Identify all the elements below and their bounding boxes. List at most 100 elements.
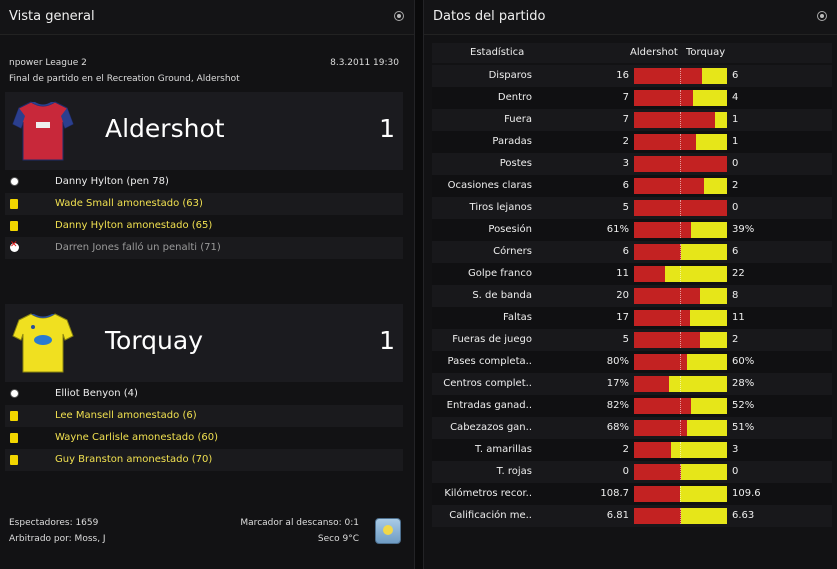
stat-label: Posesión	[488, 224, 532, 235]
stat-row: T. rojas 0 0	[432, 461, 832, 483]
panel-options-icon[interactable]	[817, 11, 827, 21]
home-stat-value: 7	[622, 92, 629, 103]
home-bar-fill	[634, 222, 691, 238]
home-column-header: Aldershot	[630, 47, 678, 58]
goal-ball-icon	[10, 389, 19, 398]
bar-midline	[680, 420, 681, 436]
stat-comparison-bar	[634, 222, 727, 238]
stat-row: Kilómetros recor.. 108.7 109.6	[432, 483, 832, 505]
away-stat-value: 0	[732, 158, 739, 169]
away-kit-icon	[12, 313, 74, 373]
event-text: Danny Hylton (pen 78)	[55, 176, 169, 187]
away-stat-value: 6.63	[732, 510, 755, 521]
panel-options-icon[interactable]	[394, 11, 404, 21]
home-bar-fill	[634, 486, 680, 502]
bar-midline	[680, 486, 681, 502]
bar-midline	[680, 398, 681, 414]
yellow-card-icon	[10, 411, 18, 421]
stat-row: T. amarillas 2 3	[432, 439, 832, 461]
away-team-box[interactable]: Torquay 1	[5, 304, 403, 382]
stat-row: Ocasiones claras 6 2	[432, 175, 832, 197]
stat-comparison-bar	[634, 442, 727, 458]
stat-label: Golpe franco	[467, 268, 532, 279]
away-event-1: Elliot Benyon (4)	[5, 383, 403, 405]
stat-row: Posesión 61% 39%	[432, 219, 832, 241]
home-bar-fill	[634, 442, 671, 458]
stat-label: Postes	[499, 158, 532, 169]
stat-label: T. rojas	[496, 466, 532, 477]
stat-row: Córners 6 6	[432, 241, 832, 263]
weather-text: Seco 9°C	[317, 534, 359, 544]
stat-label: Dentro	[497, 92, 532, 103]
home-stat-value: 3	[622, 158, 629, 169]
stats-table-header: Estadística Aldershot Torquay	[432, 43, 832, 63]
away-stat-value: 0	[732, 202, 739, 213]
stat-label: Fueras de juego	[452, 334, 532, 345]
home-stat-value: 2	[622, 444, 629, 455]
stat-row: Golpe franco 11 22	[432, 263, 832, 285]
bar-midline	[680, 508, 681, 524]
goal-ball-icon	[10, 177, 19, 186]
bar-midline	[680, 156, 681, 172]
event-text: Elliot Benyon (4)	[55, 388, 138, 399]
stat-row: Disparos 16 6	[432, 65, 832, 87]
stat-comparison-bar	[634, 464, 727, 480]
stat-row: Pases completa.. 80% 60%	[432, 351, 832, 373]
stat-label: S. de banda	[472, 290, 532, 301]
away-event-3: Wayne Carlisle amonestado (60)	[5, 427, 403, 449]
stat-comparison-bar	[634, 486, 727, 502]
attendance: Espectadores: 1659	[9, 518, 99, 528]
away-stat-value: 1	[732, 114, 739, 125]
stat-label: T. amarillas	[474, 444, 532, 455]
stat-comparison-bar	[634, 332, 727, 348]
match-stats-title: Datos del partido	[433, 9, 546, 24]
home-bar-fill	[634, 90, 693, 106]
home-team-box[interactable]: Aldershot 1	[5, 92, 403, 170]
stat-comparison-bar	[634, 266, 727, 282]
stat-row: Centros complet.. 17% 28%	[432, 373, 832, 395]
away-stat-value: 11	[732, 312, 745, 323]
away-stat-value: 60%	[732, 356, 755, 367]
home-event-1: Danny Hylton (pen 78)	[5, 171, 403, 193]
stat-row: Dentro 7 4	[432, 87, 832, 109]
home-stat-value: 7	[622, 114, 629, 125]
stat-row: Fueras de juego 5 2	[432, 329, 832, 351]
bar-midline	[680, 90, 681, 106]
referee[interactable]: Arbitrado por: Moss, J	[9, 534, 106, 544]
event-text: Wade Small amonestado (63)	[55, 198, 203, 209]
panel-divider[interactable]	[414, 0, 424, 569]
away-stat-value: 1	[732, 136, 739, 147]
overview-title: Vista general	[9, 9, 95, 24]
home-bar-fill	[634, 288, 700, 304]
overview-panel: Vista general npower League 2 8.3.2011 1…	[0, 0, 414, 569]
bar-midline	[680, 310, 681, 326]
away-stat-value: 2	[732, 334, 739, 345]
bar-midline	[680, 178, 681, 194]
overview-header: Vista general	[0, 0, 414, 35]
stat-row: Postes 3 0	[432, 153, 832, 175]
home-stat-value: 11	[616, 268, 629, 279]
stat-comparison-bar	[634, 398, 727, 414]
stat-comparison-bar	[634, 68, 727, 84]
home-stat-value: 5	[622, 202, 629, 213]
yellow-card-icon	[10, 433, 18, 443]
event-text: Danny Hylton amonestado (65)	[55, 220, 213, 231]
home-stat-value: 16	[616, 70, 629, 81]
stat-row: Fuera 7 1	[432, 109, 832, 131]
away-stat-value: 6	[732, 70, 739, 81]
away-team-name[interactable]: Torquay	[105, 326, 203, 355]
home-stat-value: 6	[622, 180, 629, 191]
home-stat-value: 2	[622, 136, 629, 147]
stat-label: Pases completa..	[447, 356, 532, 367]
home-bar-fill	[634, 134, 696, 150]
home-bar-fill	[634, 508, 681, 524]
home-bar-fill	[634, 112, 715, 128]
stat-label: Cabezazos gan..	[450, 422, 532, 433]
home-event-4: Darren Jones falló un penalti (71)	[5, 237, 403, 259]
home-stat-value: 61%	[606, 224, 629, 235]
home-bar-fill	[634, 464, 681, 480]
sunny-weather-icon	[375, 518, 401, 544]
match-stats-panel: Datos del partido Estadística Aldershot …	[424, 0, 837, 569]
away-stat-value: 0	[732, 466, 739, 477]
home-team-name[interactable]: Aldershot	[105, 114, 225, 143]
